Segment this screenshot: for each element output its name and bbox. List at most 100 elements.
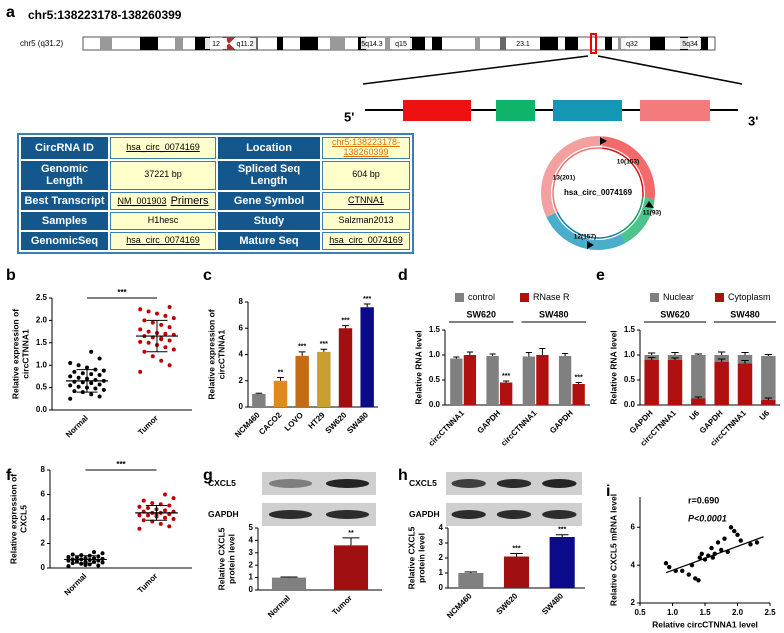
y-tick-label: 0.0 [624, 400, 636, 409]
table-row: Samples H1hesc Study Salzman2013 [21, 211, 410, 230]
data-point [735, 532, 740, 538]
significance-label: *** [341, 317, 349, 324]
data-point [68, 383, 73, 388]
table-value: hsa_circ_0074169 [110, 231, 216, 250]
data-point [163, 313, 168, 318]
bar [317, 351, 331, 407]
panel-letter: f [6, 467, 12, 484]
y-axis-title: Relative expression of [10, 309, 20, 399]
blot-background [262, 472, 376, 495]
legend-swatch [715, 293, 724, 302]
y-axis-title: protein level [226, 534, 236, 584]
significance-label: *** [502, 373, 510, 380]
data-point [89, 349, 94, 354]
bar-segment [737, 363, 753, 405]
bar-segment [714, 362, 729, 405]
table-link[interactable]: chr5:138223178-138260399 [331, 137, 401, 157]
y-tick-label: 0.0 [429, 400, 441, 409]
x-tick-label: Normal [63, 572, 89, 598]
chromosome-band [605, 37, 612, 50]
significance-label: ** [278, 369, 284, 376]
blot-label: GAPDH [409, 509, 440, 519]
significance-label: *** [116, 460, 126, 469]
blot-label: GAPDH [208, 509, 239, 519]
exon-label: 13(201) [553, 175, 575, 182]
blot-band [325, 479, 370, 488]
data-point [142, 318, 147, 323]
x-tick-label: GAPDH [548, 408, 575, 435]
panel-letter: h [398, 467, 408, 484]
data-point [697, 555, 702, 560]
data-point [159, 358, 164, 363]
blot-band [496, 510, 532, 519]
bar [499, 382, 513, 405]
data-point [74, 555, 79, 560]
table-value: hsa_circ_0074169 [110, 137, 216, 159]
band-label: 23.1 [516, 41, 530, 48]
data-point [171, 316, 176, 321]
fit-line [665, 536, 764, 574]
panel-letter: b [6, 267, 16, 284]
y-axis-title: Relative CXCL5 mRNA level [608, 494, 618, 606]
chromosome-band [100, 37, 112, 50]
x-tick-label: CACO2 [257, 410, 284, 437]
data-point [93, 386, 98, 391]
bar [450, 358, 463, 405]
y-tick-label: 8 [239, 297, 244, 306]
table-link[interactable]: hsa_circ_0074169 [126, 234, 200, 245]
chromosome-band [500, 37, 506, 50]
data-point [732, 528, 737, 534]
table-text: Best Transcript [24, 194, 105, 207]
table-link[interactable]: NM_001903 [117, 195, 167, 206]
table-link[interactable]: CTNNA1 [347, 194, 384, 205]
data-point [145, 505, 150, 510]
y-tick-label: 2 [439, 553, 444, 562]
bar-segment [761, 356, 776, 400]
x-tick-label: Normal [266, 594, 292, 620]
y-tick-label: 4 [239, 350, 244, 359]
bar [536, 355, 549, 405]
group-label: SW620 [660, 309, 690, 319]
x-tick-label: 1.0 [667, 608, 679, 617]
chromosome-band [385, 37, 392, 50]
data-point [754, 540, 760, 545]
data-point [100, 551, 105, 556]
y-axis-title: Relative expression of [8, 474, 18, 564]
y-axis-title: CXCL5 [18, 505, 28, 533]
table-link[interactable]: hsa_circ_0074169 [126, 141, 200, 152]
data-point [709, 545, 714, 551]
table-row: Genomic Length 37221 bp Spliced Seq Length… [21, 160, 410, 190]
five-prime: 5' [344, 109, 354, 124]
band-label: 5q34 [682, 41, 698, 48]
data-point [715, 540, 721, 545]
legend-label: RNase R [533, 292, 570, 302]
bar [486, 356, 499, 405]
exon-label: 10(153) [617, 159, 639, 166]
exon-label: 11(93) [643, 210, 661, 217]
band-label: 5q14.3 [361, 41, 383, 48]
x-tick-label: U6 [688, 408, 702, 422]
table-link[interactable]: Primers [170, 194, 209, 207]
data-point [155, 311, 159, 316]
y-axis-title: circCTNNA1 [20, 329, 30, 379]
ideogram-label: chr5 (q31.2) [20, 39, 63, 48]
data-point [138, 327, 143, 332]
bar [273, 380, 288, 407]
data-point [167, 524, 172, 529]
y-tick-label: 1.0 [429, 350, 441, 359]
data-point [96, 563, 101, 568]
x-tick-label: Tumor [136, 414, 160, 438]
circrna-segment [546, 212, 626, 250]
circrna-strand [552, 147, 602, 213]
table-text: CircRNA ID [35, 141, 94, 154]
zoom-line [362, 55, 589, 85]
annotation: r=0.690 [688, 495, 719, 505]
bar [333, 545, 369, 590]
y-tick-label: 3 [249, 548, 254, 557]
table-link[interactable]: hsa_circ_0074169 [329, 234, 403, 245]
panel-letter: d [398, 267, 408, 284]
table-text: Gene Symbol [233, 194, 305, 207]
exon [496, 100, 535, 121]
table-text: Samples [41, 214, 88, 227]
circrna-arrow [600, 137, 607, 145]
